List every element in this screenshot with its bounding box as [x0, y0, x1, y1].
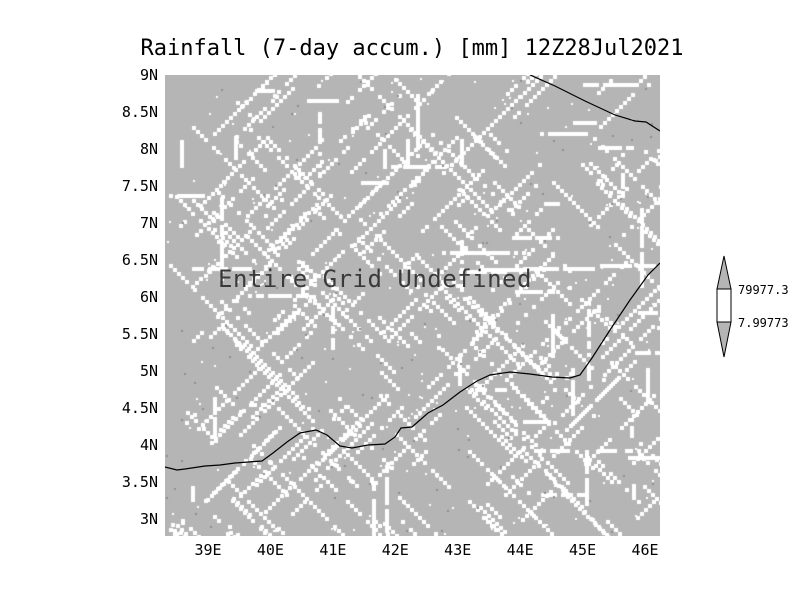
- y-tick-label: 5N: [139, 362, 158, 380]
- chart-title: Rainfall (7-day accum.) [mm] 12Z28Jul202…: [140, 36, 684, 61]
- x-tick-label: 44E: [506, 541, 534, 559]
- y-tick-label: 7.5N: [121, 177, 158, 195]
- map-coastlines: [165, 75, 660, 471]
- y-tick-label: 6.5N: [121, 251, 158, 269]
- x-tick-label: 46E: [631, 541, 659, 559]
- x-tick-label: 45E: [569, 541, 597, 559]
- plot-area: Entire Grid Undefined: [165, 75, 660, 536]
- y-tick-label: 3N: [139, 510, 158, 528]
- x-tick-label: 40E: [256, 541, 284, 559]
- grid-undefined-annotation: Entire Grid Undefined: [218, 265, 532, 293]
- y-tick-label: 3.5N: [121, 473, 158, 491]
- y-tick-label: 7N: [139, 214, 158, 232]
- y-tick-label: 5.5N: [121, 325, 158, 343]
- map-line: [529, 75, 660, 132]
- map-line: [165, 262, 660, 471]
- colorbar-segment: [716, 288, 732, 323]
- colorbar-arrow-down: [716, 321, 732, 358]
- colorbar-shape: [716, 255, 732, 358]
- y-tick-label: 8.5N: [121, 103, 158, 121]
- x-axis: 39E 40E 41E 42E 43E 44E 45E 46E: [165, 541, 660, 563]
- undefined-grid-canvas: [165, 75, 660, 536]
- colorbar: 79977.3 7.99773: [712, 250, 792, 368]
- colorbar-label-max: 79977.3: [738, 283, 789, 297]
- x-tick-label: 41E: [319, 541, 347, 559]
- x-tick-label: 39E: [194, 541, 222, 559]
- x-tick-label: 42E: [381, 541, 409, 559]
- y-tick-label: 8N: [139, 140, 158, 158]
- y-axis: 9N 8.5N 8N 7.5N 7N 6.5N 6N 5.5N 5N 4.5N 4N 3.5N 3N: [90, 0, 158, 612]
- x-tick-label: 43E: [444, 541, 472, 559]
- y-tick-label: 6N: [139, 288, 158, 306]
- y-tick-label: 9N: [139, 66, 158, 84]
- y-tick-label: 4.5N: [121, 399, 158, 417]
- colorbar-label-min: 7.99773: [738, 316, 789, 330]
- y-tick-label: 4N: [139, 436, 158, 454]
- colorbar-arrow-up: [716, 255, 732, 290]
